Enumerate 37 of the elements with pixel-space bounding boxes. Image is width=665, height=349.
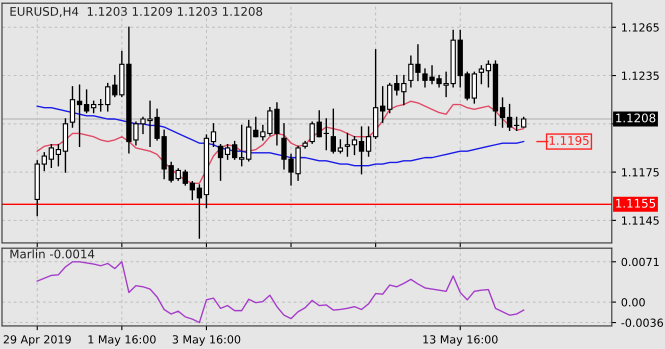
y-tick-label: -0.0036 [621, 318, 664, 327]
y-tick-label: 1.1145 [622, 216, 659, 225]
y-tick-label: 0.00 [622, 298, 645, 306]
y-tick-label: 1.1235 [622, 72, 659, 80]
candlestick [70, 86, 76, 128]
candlestick [486, 60, 492, 88]
x-tick-label: 3 May 16:00 [172, 335, 240, 346]
chart-title: Marlin -0.0014 [10, 249, 94, 258]
x-tick-label: 1 May 16:00 [88, 335, 156, 346]
y-tick-label: 1.1175 [622, 168, 659, 176]
x-tick-label: 29 Apr 2019 [4, 335, 71, 346]
candlestick [147, 100, 153, 148]
candlestick [422, 68, 428, 88]
candlestick [281, 123, 287, 170]
chart-title: EURUSD,H4 1.1203 1.1209 1.1203 1.1208 [10, 6, 262, 18]
y-tick-label: 0.0071 [622, 258, 659, 266]
candlestick [500, 97, 506, 128]
candlestick [478, 65, 484, 84]
y-tick-label: 1.1265 [622, 23, 659, 32]
candlestick [76, 84, 82, 148]
candlestick [352, 136, 358, 156]
line-series [36, 261, 524, 324]
candlestick [218, 144, 224, 181]
candlestick [415, 44, 421, 82]
candlestick [140, 116, 146, 134]
ref-line-label: 1.1208 [616, 113, 656, 122]
ref-line-label: 1.1155 [616, 198, 656, 208]
candlestick [408, 56, 414, 88]
candlestick [288, 154, 294, 186]
candlestick [506, 104, 512, 131]
candlestick [358, 126, 364, 174]
candlestick [344, 132, 350, 157]
text: 1.1195 [550, 136, 589, 145]
candlestick [210, 123, 216, 148]
candlestick [133, 122, 139, 146]
x-tick-label: 13 May 16:00 [423, 335, 498, 346]
candlestick [429, 65, 435, 84]
